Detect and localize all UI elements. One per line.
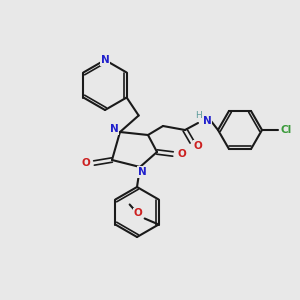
Text: O: O [194, 141, 202, 151]
Text: N: N [202, 116, 211, 126]
Text: N: N [100, 55, 109, 65]
Text: O: O [178, 149, 186, 159]
Text: N: N [110, 124, 118, 134]
Text: H: H [196, 110, 202, 119]
Text: O: O [82, 158, 90, 168]
Text: N: N [138, 167, 146, 177]
Text: O: O [133, 208, 142, 218]
Text: Cl: Cl [280, 125, 292, 135]
